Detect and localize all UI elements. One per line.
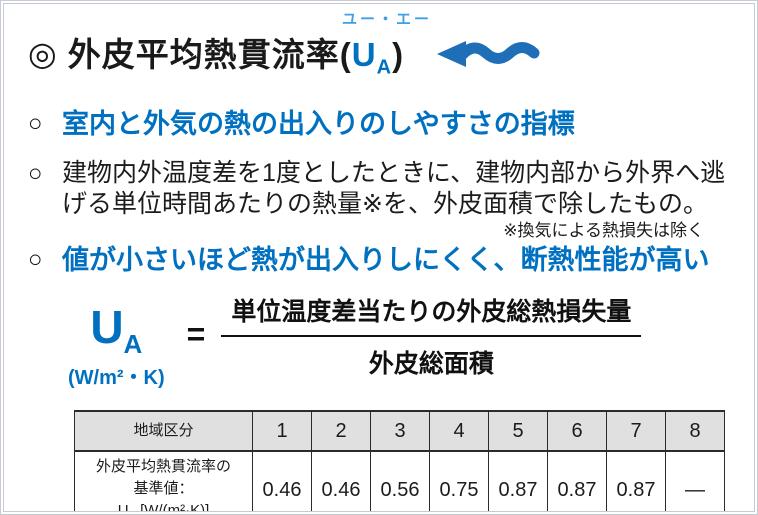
table-cell-zone4: 0.75	[429, 450, 489, 511]
formula-lhs: UA (W/m²・K)	[68, 304, 165, 390]
footnote-ventilation: ※換気による熱損失は除く	[503, 221, 704, 241]
fraction: 単位温度差当たりの外皮総熱損失量 外皮総面積	[221, 292, 642, 380]
column-header-zone4: 4	[429, 410, 489, 453]
bullet-text: 値が小さいほど熱が出入りしにくく、断熱性能が高い	[62, 245, 710, 276]
bullet-circle-marker: ○	[28, 246, 43, 274]
fraction-denominator: 外皮総面積	[368, 350, 494, 379]
furigana-label: ユー・エー	[342, 11, 433, 28]
bullet-circle-marker: ○	[28, 160, 43, 188]
column-header-zone8: 8	[665, 410, 725, 453]
table-header-row: 地域区分 1 2 3 4 5 6 7 8	[74, 410, 725, 453]
fraction-numerator: 単位温度差当たりの外皮総熱損失量	[221, 292, 642, 338]
bullet-technical-definition: ○ 建物内外温度差を1度としたときに、建物内部から外界へ逃 げる単位時間あたりの熱…	[28, 158, 730, 219]
table-cell-zone6: 0.87	[547, 450, 607, 511]
table-cell-zone2: 0.46	[311, 450, 371, 511]
table-row: 外皮平均熱貫流率の 基準値： UA [W/(m²·K)] 0.46 0.46 0…	[74, 450, 725, 515]
page-title: ◎ 外皮平均熱貫流率(UA)	[28, 28, 730, 80]
bullet-interpretation: ○ 値が小さいほど熱が出入りしにくく、断熱性能が高い	[28, 244, 730, 278]
wavy-left-arrow-icon	[436, 39, 540, 69]
column-header-zone3: 3	[370, 410, 430, 453]
column-header-zone5: 5	[488, 410, 548, 453]
row-label-symbol: UA [W/(m²·K)]	[117, 501, 210, 515]
bullet-circle-marker: ○	[28, 109, 43, 137]
table-cell-zone3: 0.56	[370, 450, 430, 511]
formula-unit: (W/m²・K)	[68, 367, 165, 390]
title-ua-symbol: UA	[351, 36, 393, 79]
bullet-text: 建物内外温度差を1度としたときに、建物内部から外界へ逃 げる単位時間あたりの熱量※…	[62, 159, 726, 218]
column-header-zone2: 2	[311, 410, 371, 453]
column-header-zone6: 6	[547, 410, 607, 453]
column-header-region: 地域区分	[74, 410, 253, 453]
bullet-indicator-definition: ○ 室内と外気の熱の出入りのしやすさの指標	[28, 108, 730, 142]
ua-formula: UA (W/m²・K) = 単位温度差当たりの外皮総熱損失量 外皮総面積	[68, 292, 730, 390]
column-header-zone7: 7	[606, 410, 666, 453]
row-label-ua-standard: 外皮平均熱貫流率の 基準値： UA [W/(m²·K)]	[74, 450, 253, 515]
column-header-zone1: 1	[252, 410, 312, 453]
title-text: 外皮平均熱貫流率(UA)	[67, 36, 405, 79]
table-cell-zone7: 0.87	[606, 450, 666, 511]
table-cell-zone1: 0.46	[252, 450, 312, 511]
formula-ua-symbol: UA	[90, 301, 143, 360]
ua-standard-table: 地域区分 1 2 3 4 5 6 7 8 外皮平均熱貫流率の 基準値： UA […	[74, 410, 725, 515]
bullet-text: 室内と外気の熱の出入りのしやすさの指標	[62, 108, 575, 139]
table-cell-zone8: —	[665, 450, 725, 511]
equals-sign: =	[186, 315, 206, 352]
table-cell-zone5: 0.87	[488, 450, 548, 511]
title-double-circle-marker: ◎	[28, 35, 58, 73]
